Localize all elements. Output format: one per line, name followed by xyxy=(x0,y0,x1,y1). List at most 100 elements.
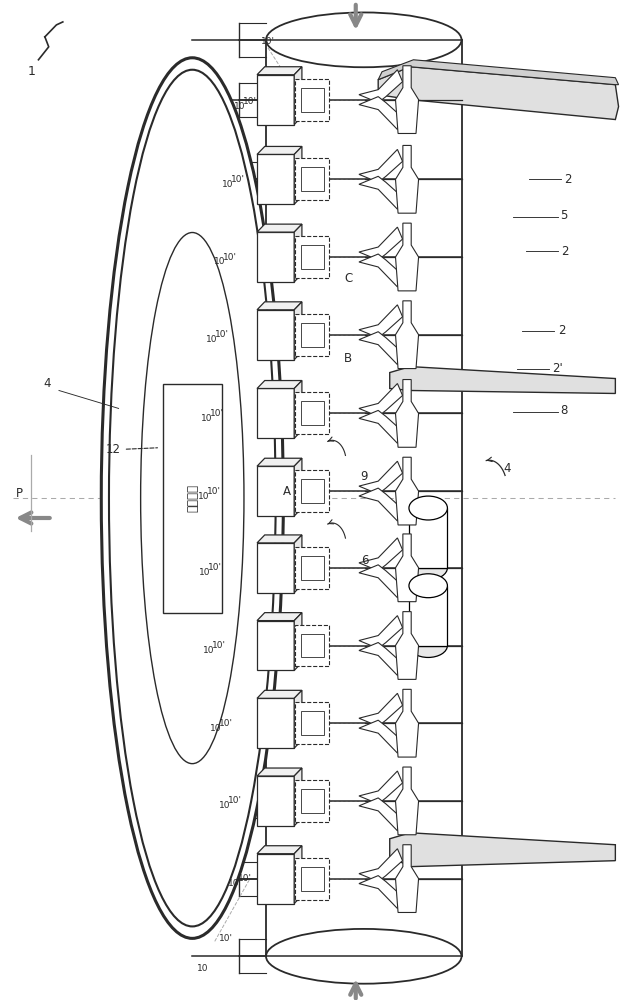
Text: 10': 10' xyxy=(261,37,275,46)
Text: 10': 10' xyxy=(228,796,242,805)
Text: 10: 10 xyxy=(219,801,230,810)
Text: 10: 10 xyxy=(201,414,212,423)
Polygon shape xyxy=(359,488,403,521)
Polygon shape xyxy=(359,849,403,882)
Polygon shape xyxy=(395,223,419,291)
Polygon shape xyxy=(359,461,403,494)
Polygon shape xyxy=(257,67,302,75)
Text: 10': 10' xyxy=(207,487,221,496)
Polygon shape xyxy=(395,380,419,447)
Text: 控制单元: 控制单元 xyxy=(187,484,199,512)
Text: 2': 2' xyxy=(553,362,563,375)
Polygon shape xyxy=(257,154,294,204)
Text: B: B xyxy=(344,352,352,365)
Polygon shape xyxy=(359,798,403,831)
Polygon shape xyxy=(359,305,403,338)
Bar xyxy=(301,711,324,735)
Ellipse shape xyxy=(101,58,283,938)
Polygon shape xyxy=(359,97,403,129)
Text: 12: 12 xyxy=(106,443,158,456)
Polygon shape xyxy=(395,457,419,525)
Polygon shape xyxy=(359,565,403,598)
Polygon shape xyxy=(359,70,403,103)
Text: 10: 10 xyxy=(206,335,217,344)
Bar xyxy=(295,547,329,589)
Bar xyxy=(295,158,329,200)
Text: 10: 10 xyxy=(197,964,208,973)
Polygon shape xyxy=(257,690,302,698)
Bar xyxy=(301,401,324,425)
Polygon shape xyxy=(359,149,403,182)
Polygon shape xyxy=(257,146,302,154)
Polygon shape xyxy=(257,466,294,516)
Polygon shape xyxy=(359,227,403,260)
Text: 10: 10 xyxy=(228,879,239,888)
Polygon shape xyxy=(257,232,294,282)
Polygon shape xyxy=(294,458,302,516)
Text: 10: 10 xyxy=(199,568,211,577)
Polygon shape xyxy=(395,66,419,133)
Bar xyxy=(301,634,324,657)
Polygon shape xyxy=(257,224,302,232)
Polygon shape xyxy=(257,698,294,748)
Text: 2: 2 xyxy=(558,324,565,337)
Polygon shape xyxy=(257,75,294,125)
Text: 10': 10' xyxy=(219,934,233,943)
Text: 10': 10' xyxy=(208,563,222,572)
Polygon shape xyxy=(257,535,302,543)
Polygon shape xyxy=(395,689,419,757)
Polygon shape xyxy=(359,538,403,571)
Text: 9: 9 xyxy=(360,470,368,483)
Polygon shape xyxy=(257,458,302,466)
Polygon shape xyxy=(359,410,403,443)
Polygon shape xyxy=(257,381,302,388)
Text: C: C xyxy=(344,272,352,285)
Text: 10: 10 xyxy=(198,492,210,501)
Text: 10: 10 xyxy=(210,724,221,733)
Polygon shape xyxy=(359,254,403,287)
Bar xyxy=(295,79,329,121)
Polygon shape xyxy=(257,776,294,826)
Polygon shape xyxy=(257,388,294,438)
Polygon shape xyxy=(294,535,302,593)
Bar xyxy=(301,556,324,580)
Text: 10': 10' xyxy=(231,175,246,184)
Text: 10': 10' xyxy=(210,409,224,418)
Polygon shape xyxy=(359,771,403,804)
Bar xyxy=(301,789,324,813)
Text: 10: 10 xyxy=(222,180,234,189)
Polygon shape xyxy=(359,693,403,726)
Polygon shape xyxy=(359,176,403,209)
Polygon shape xyxy=(257,768,302,776)
Bar xyxy=(295,780,329,822)
Text: 8: 8 xyxy=(560,404,568,417)
Text: 10': 10' xyxy=(215,330,229,339)
Ellipse shape xyxy=(409,574,447,598)
Polygon shape xyxy=(395,301,419,369)
Text: 2: 2 xyxy=(564,173,572,186)
Polygon shape xyxy=(257,310,294,360)
Ellipse shape xyxy=(266,12,462,67)
Bar xyxy=(301,867,324,891)
Ellipse shape xyxy=(140,233,244,764)
Text: P: P xyxy=(16,487,22,500)
Polygon shape xyxy=(395,845,419,912)
Bar xyxy=(163,384,222,613)
Polygon shape xyxy=(294,67,302,125)
Polygon shape xyxy=(257,543,294,593)
Polygon shape xyxy=(294,613,302,670)
Polygon shape xyxy=(390,833,615,867)
Text: 6: 6 xyxy=(362,554,369,567)
Text: 10: 10 xyxy=(234,102,246,111)
Bar xyxy=(295,314,329,356)
Polygon shape xyxy=(395,612,419,679)
Text: 4: 4 xyxy=(43,377,51,390)
Ellipse shape xyxy=(109,70,276,926)
Polygon shape xyxy=(359,720,403,753)
Polygon shape xyxy=(257,854,294,904)
Polygon shape xyxy=(359,384,403,416)
Bar xyxy=(301,245,324,269)
Polygon shape xyxy=(395,145,419,213)
Text: 2: 2 xyxy=(561,245,569,258)
Text: 10: 10 xyxy=(213,257,225,266)
